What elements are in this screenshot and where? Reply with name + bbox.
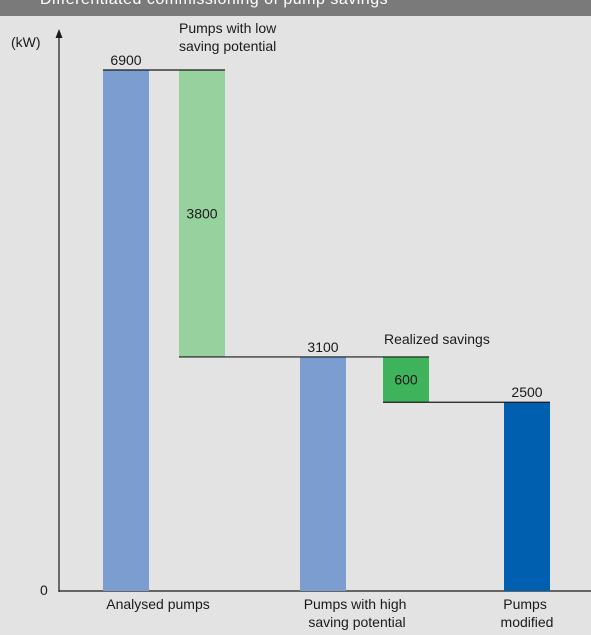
bar-3 [383,356,429,403]
header-title: Differentiated commissioning of pump sav… [40,0,388,9]
bar-value-label-1: 3800 [186,205,217,221]
category-label-modified-line-2: modified [501,614,554,630]
category-label-modified-line-1: Pumps [503,596,547,612]
category-label-analysed: Analysed pumps [106,596,210,612]
bar-value-label-3: 600 [394,372,418,388]
bar-4 [504,402,550,591]
y-axis-arrow [55,29,63,38]
category-label-high-saving: Pumps with high saving potential [304,596,411,630]
annotation-low-saving: Pumps with low saving potential [179,20,280,54]
y-origin-label: 0 [40,582,48,598]
bar-value-label-2: 3100 [307,339,338,355]
category-label-high-saving-line-2: saving potential [308,614,405,630]
category-label-modified: Pumps modified [501,596,554,630]
bar-0 [103,70,149,591]
bar-2 [300,356,346,591]
annotation-low-saving-line-2: saving potential [179,38,276,54]
y-axis-label: (kW) [11,34,41,50]
bar-value-label-0: 6900 [110,52,141,68]
bar-value-label-4: 2500 [511,384,542,400]
bar-1 [179,70,225,357]
category-label-high-saving-line-1: Pumps with high [304,596,407,612]
annotation-realized-savings: Realized savings [384,331,490,347]
annotation-low-saving-line-1: Pumps with low [179,20,277,36]
header-bar: Differentiated commissioning of pump sav… [0,0,591,16]
